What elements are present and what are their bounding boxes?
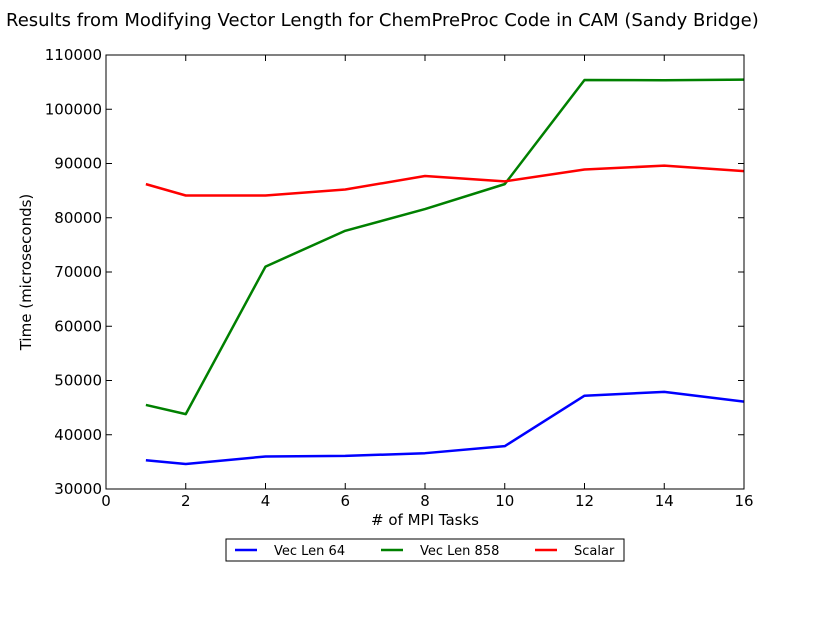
- plot-frame: [105, 54, 745, 490]
- x-tick-label: 8: [420, 492, 430, 510]
- series-layer: [145, 78, 745, 466]
- x-tick-label: 4: [261, 492, 271, 510]
- y-tick-label: 100000: [45, 100, 102, 118]
- x-axis-label: # of MPI Tasks: [371, 511, 479, 529]
- legend-entries: Vec Len 64 Vec Len 858 Scalar: [235, 544, 615, 559]
- x-tick-label: 16: [734, 492, 753, 510]
- y-axis-ticks: 30000 40000 50000 60000 70000 80000 90000 10000…: [45, 46, 744, 498]
- x-tick-label: 10: [495, 492, 514, 510]
- x-tick-label: 14: [655, 492, 674, 510]
- y-tick-label: 40000: [54, 426, 102, 444]
- y-tick-label: 110000: [45, 46, 102, 64]
- legend: Vec Len 64 Vec Len 858 Scalar: [225, 538, 625, 562]
- y-tick-label: 80000: [54, 209, 102, 227]
- y-axis-label: Time (microseconds): [17, 194, 35, 352]
- legend-box: [225, 538, 625, 562]
- legend-label-0: Vec Len 64: [274, 544, 345, 559]
- y-tick-label: 60000: [54, 317, 102, 335]
- x-tick-label: 0: [101, 492, 111, 510]
- chart-title: Results from Modifying Vector Length for…: [6, 10, 759, 31]
- x-tick-label: 6: [340, 492, 350, 510]
- y-tick-label: 50000: [54, 372, 102, 390]
- legend-label-2: Scalar: [574, 544, 615, 559]
- x-axis-ticks: 0 2 4 6 8 10 12 14 16: [101, 55, 754, 510]
- series-line-0: [145, 390, 745, 466]
- series-line-2: [145, 164, 745, 197]
- y-tick-label: 30000: [54, 480, 102, 498]
- legend-label-1: Vec Len 858: [420, 544, 499, 559]
- x-tick-label: 2: [181, 492, 191, 510]
- series-line-1: [145, 78, 745, 416]
- y-tick-label: 70000: [54, 263, 102, 281]
- y-tick-label: 90000: [54, 155, 102, 173]
- x-tick-label: 12: [575, 492, 594, 510]
